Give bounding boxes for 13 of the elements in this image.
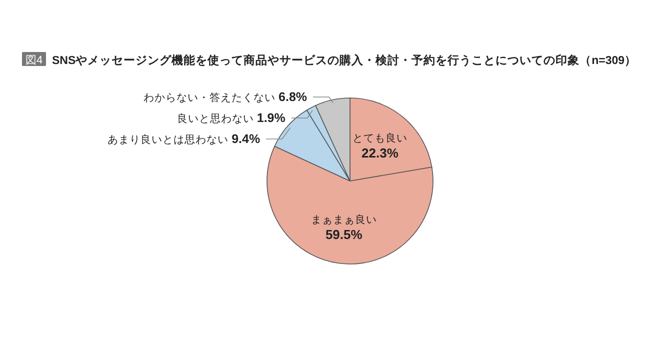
caption: 図4 — [25, 54, 43, 66]
data-label: 22.3% — [362, 145, 399, 160]
slice-label: わからない・答えたくない — [144, 92, 279, 104]
badge: 図4 — [22, 52, 46, 66]
data-label: 1.9% — [256, 111, 286, 125]
slice-label: 良いと思わない — [176, 112, 257, 125]
data-label: 9.4% — [232, 132, 260, 146]
data-label: 59.5% — [325, 227, 363, 242]
chart-title: SNSやメッセージング機能を使って商品やサービスの購入・検討・予約を行うことについての印象（n=309） — [52, 53, 637, 67]
data-label: 6.8% — [278, 90, 308, 104]
slice-label: あまり良いとは思わない — [108, 133, 232, 146]
slice-label: まぁまぁ良い — [310, 213, 377, 226]
slice-label: とても良い — [352, 131, 408, 144]
